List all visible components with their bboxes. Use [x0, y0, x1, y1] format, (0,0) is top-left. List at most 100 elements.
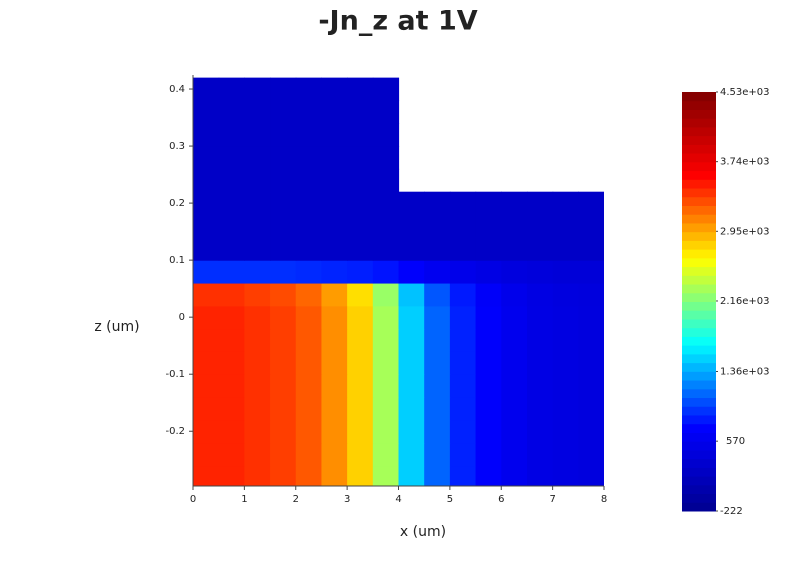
- heat-cell: [218, 214, 245, 238]
- heat-cell: [218, 397, 245, 421]
- heat-cell: [475, 214, 502, 238]
- heat-cell: [244, 351, 271, 375]
- heatmap: [193, 77, 604, 486]
- heat-cell: [295, 237, 323, 261]
- colorbar-band: [682, 362, 716, 372]
- heat-cell: [321, 168, 348, 193]
- heat-cell: [578, 351, 604, 375]
- heat-cell: [501, 465, 528, 486]
- heat-cell: [193, 260, 220, 284]
- heat-cell: [398, 260, 425, 284]
- heat-cell: [270, 397, 297, 421]
- heat-cell: [526, 191, 554, 216]
- colorbar-band: [682, 484, 716, 495]
- heat-cell: [193, 397, 220, 421]
- heat-cell: [270, 282, 297, 307]
- heat-cell: [218, 282, 245, 307]
- colorbar-band: [682, 380, 716, 390]
- x-tick-label: 6: [498, 494, 504, 505]
- heat-cell: [372, 442, 400, 467]
- colorbar-band: [682, 284, 716, 294]
- heat-cell: [398, 191, 425, 216]
- heat-cell: [449, 328, 477, 352]
- heat-cell: [193, 282, 220, 307]
- colorbar-band: [682, 414, 716, 425]
- colorbar-band: [682, 318, 716, 329]
- heat-cell: [321, 237, 348, 261]
- y-axis-label: z (um): [94, 319, 139, 335]
- heat-cell: [449, 305, 477, 330]
- heat-cell: [218, 146, 245, 170]
- heat-cell: [270, 214, 297, 238]
- heat-cell: [501, 305, 528, 330]
- heat-cell: [270, 260, 297, 284]
- heat-cell: [321, 305, 348, 330]
- colorbar-band: [682, 266, 716, 276]
- heat-cell: [552, 214, 579, 238]
- colorbar-tick-label: 2.16e+03: [720, 296, 770, 307]
- heat-cell: [372, 191, 400, 216]
- heat-cell: [244, 237, 271, 261]
- heat-cell: [270, 305, 297, 330]
- colorbar-tick-label: 1.36e+03: [720, 367, 770, 378]
- heat-cell: [218, 328, 245, 352]
- colorbar-band: [682, 126, 716, 137]
- heat-cell: [193, 442, 220, 467]
- colorbar-tick-label: -222: [720, 506, 743, 517]
- heat-cell: [398, 237, 425, 261]
- heat-cell: [424, 351, 451, 375]
- heat-cell: [372, 100, 400, 124]
- x-tick-label: 8: [601, 494, 607, 505]
- heat-cell: [398, 374, 425, 398]
- heat-cell: [372, 146, 400, 170]
- heat-cell: [424, 442, 451, 467]
- heat-cell: [424, 419, 451, 444]
- heat-cell: [578, 397, 604, 421]
- heat-cell: [347, 237, 374, 261]
- heat-cell: [270, 465, 297, 486]
- heat-cell: [270, 168, 297, 193]
- x-tick-label: 1: [241, 494, 247, 505]
- heat-cell: [347, 465, 374, 486]
- colorbar-band: [682, 231, 716, 241]
- heat-cell: [372, 237, 400, 261]
- y-tick-label: -0.1: [165, 369, 185, 380]
- heat-cell: [526, 214, 554, 238]
- heat-cell: [526, 328, 554, 352]
- colorbar-band: [682, 135, 716, 145]
- heat-cell: [218, 77, 245, 102]
- heat-cell: [321, 146, 348, 170]
- x-tick-label: 2: [293, 494, 299, 505]
- heat-cell: [295, 442, 323, 467]
- heat-cell: [398, 442, 425, 467]
- colorbar-band: [682, 406, 716, 416]
- heat-cell: [372, 168, 400, 193]
- colorbar-tick-label: 4.53e+03: [720, 87, 770, 98]
- heat-cell: [526, 465, 554, 486]
- heat-cell: [270, 191, 297, 216]
- heat-cell: [193, 465, 220, 486]
- colorbar-band: [682, 92, 716, 102]
- heat-cell: [193, 305, 220, 330]
- heat-cell: [424, 465, 451, 486]
- heat-cell: [398, 214, 425, 238]
- colorbar-band: [682, 327, 716, 337]
- chart-title: -Jn_z at 1V: [318, 6, 477, 37]
- heat-cell: [449, 237, 477, 261]
- heat-cell: [295, 146, 323, 170]
- heat-cell: [424, 305, 451, 330]
- heat-cell: [244, 419, 271, 444]
- heat-cell: [295, 465, 323, 486]
- heat-cell: [424, 191, 451, 216]
- heat-cell: [475, 328, 502, 352]
- heat-cell: [193, 77, 220, 102]
- heat-cell: [295, 214, 323, 238]
- heat-cell: [449, 419, 477, 444]
- heat-cell: [552, 305, 579, 330]
- heat-cell: [270, 146, 297, 170]
- heat-cell: [244, 100, 271, 124]
- heat-cell: [398, 397, 425, 421]
- heat-cell: [321, 442, 348, 467]
- colorbar-band: [682, 345, 716, 355]
- heat-cell: [347, 146, 374, 170]
